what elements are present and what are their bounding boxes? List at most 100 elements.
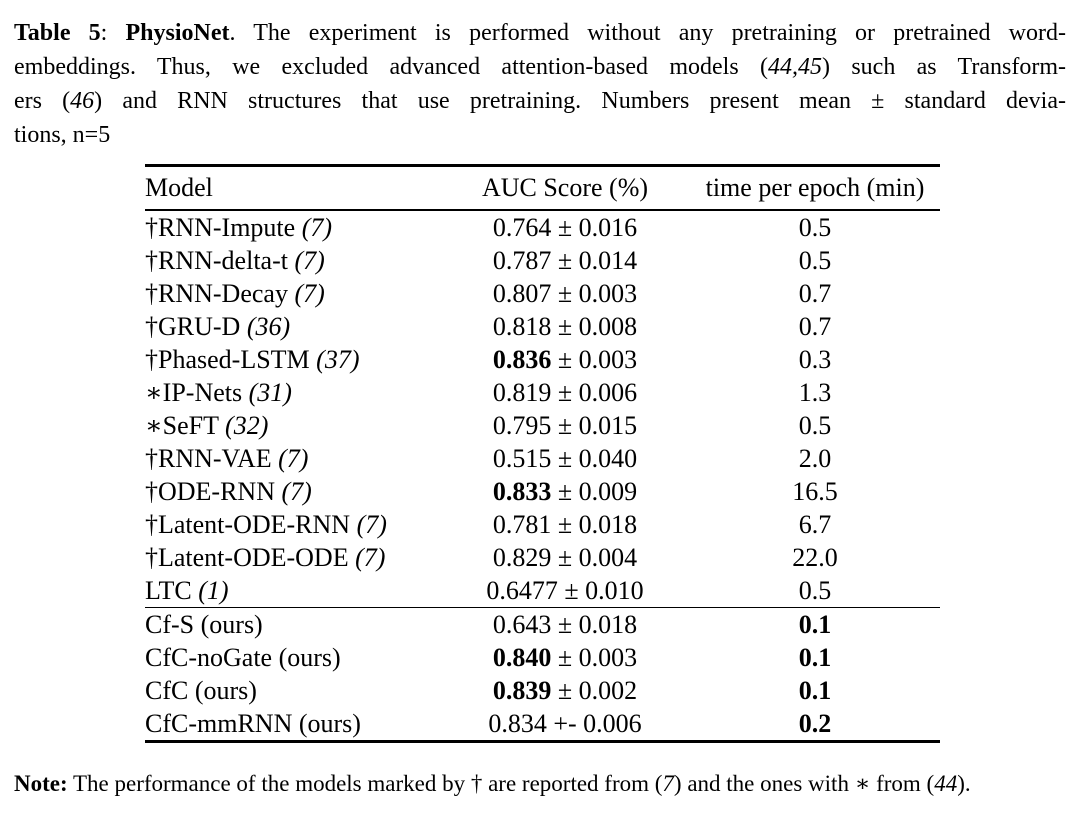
table-row: Cf-S (ours) 0.643 ± 0.018 0.1: [145, 607, 940, 641]
text-segment: The performance of the models marked by …: [67, 771, 663, 796]
auc-cell: 0.840 ± 0.003: [440, 641, 690, 674]
footnote: Note: The performance of the models mark…: [14, 769, 1066, 799]
model-name: RNN-VAE: [158, 443, 272, 473]
model-cell: ∗SeFT (32): [145, 409, 440, 442]
table-caption: Table 5: PhysioNet. The experiment is pe…: [14, 16, 1066, 152]
model-cell: †RNN-Decay (7): [145, 277, 440, 310]
table-row: †RNN-Decay (7) 0.807 ± 0.003 0.7: [145, 277, 940, 310]
auc-std: 0.015: [578, 410, 638, 440]
auc-std: 0.003: [578, 344, 638, 374]
auc-mean: 0.836: [492, 344, 552, 374]
table-row: CfC-noGate (ours) 0.840 ± 0.003 0.1: [145, 641, 940, 674]
time-value: 0.5: [798, 212, 832, 242]
time-cell: 0.2: [690, 707, 940, 742]
table-row: †RNN-delta-t (7) 0.787 ± 0.014 0.5: [145, 244, 940, 277]
model-name: RNN-delta-t: [158, 245, 288, 275]
text-segment: 44,45: [768, 54, 823, 80]
model-name: Latent-ODE-RNN: [158, 509, 351, 539]
time-cell: 0.5: [690, 244, 940, 277]
auc-cell: 0.834 +- 0.006: [440, 707, 690, 742]
marker-symbol: †: [145, 311, 158, 341]
model-ref: (7): [355, 542, 386, 572]
pm-sign: ±: [557, 212, 573, 242]
marker-symbol: †: [145, 509, 158, 539]
results-table-wrap: Model AUC Score (%) time per epoch (min)…: [145, 164, 940, 743]
auc-mean: 0.643: [492, 609, 552, 639]
model-ref: (37): [316, 344, 360, 374]
table-row: †Latent-ODE-RNN (7) 0.781 ± 0.018 6.7: [145, 508, 940, 541]
auc-mean: 0.764: [492, 212, 552, 242]
text-segment: ) and the ones with ∗ from (: [673, 771, 935, 796]
model-cell: †RNN-VAE (7): [145, 442, 440, 475]
marker-symbol: †: [145, 245, 158, 275]
text-segment: ers (: [14, 88, 71, 114]
auc-cell: 0.819 ± 0.006: [440, 376, 690, 409]
time-cell: 0.1: [690, 607, 940, 641]
auc-cell: 0.6477 ± 0.010: [440, 574, 690, 608]
text-segment: 44: [934, 771, 958, 796]
auc-cell: 0.807 ± 0.003: [440, 277, 690, 310]
auc-cell: 0.829 ± 0.004: [440, 541, 690, 574]
model-name: Latent-ODE-ODE: [158, 542, 349, 572]
model-ref: (ours): [298, 708, 361, 738]
model-cell: Cf-S (ours): [145, 607, 440, 641]
auc-cell: 0.795 ± 0.015: [440, 409, 690, 442]
pm-sign: ±: [564, 575, 579, 605]
auc-cell: 0.764 ± 0.016: [440, 210, 690, 244]
auc-cell: 0.781 ± 0.018: [440, 508, 690, 541]
table-row: †Phased-LSTM (37) 0.836 ± 0.003 0.3: [145, 343, 940, 376]
time-value: 0.7: [798, 278, 832, 308]
pm-sign: ±: [557, 311, 573, 341]
time-value: 6.7: [798, 509, 832, 539]
text-segment: PhysioNet: [125, 20, 230, 46]
time-value: 0.5: [798, 410, 832, 440]
text-segment: :: [100, 20, 126, 46]
time-value: 0.1: [798, 675, 832, 705]
pm-sign: ±: [557, 278, 573, 308]
table-row: CfC-mmRNN (ours) 0.834 +- 0.006 0.2: [145, 707, 940, 742]
auc-std: 0.018: [578, 509, 638, 539]
pm-sign: ±: [557, 476, 573, 506]
auc-std: 0.003: [578, 642, 638, 672]
model-ref: (36): [246, 311, 291, 341]
auc-mean: 0.787: [492, 245, 552, 275]
text-segment: . The experiment is performed without an…: [229, 20, 1066, 46]
auc-cell: 0.787 ± 0.014: [440, 244, 690, 277]
model-cell: CfC-noGate (ours): [145, 641, 440, 674]
pm-sign: ±: [557, 410, 573, 440]
table-row: CfC (ours) 0.839 ± 0.002 0.1: [145, 674, 940, 707]
text-segment: 46: [70, 88, 95, 114]
time-value: 0.5: [798, 575, 832, 605]
model-name: IP-Nets: [162, 377, 243, 407]
table-row: †GRU-D (36) 0.818 ± 0.008 0.7: [145, 310, 940, 343]
pm-sign: ±: [557, 642, 573, 672]
model-name: CfC-mmRNN: [145, 708, 293, 738]
time-value: 16.5: [792, 476, 838, 506]
pm-sign: ±: [557, 443, 573, 473]
model-ref: (7): [294, 245, 325, 275]
auc-std: 0.040: [578, 443, 638, 473]
col-header-model: Model: [145, 165, 440, 211]
time-cell: 1.3: [690, 376, 940, 409]
caption-line: Table 5: PhysioNet. The experiment is pe…: [14, 16, 1066, 50]
model-name: SeFT: [162, 410, 219, 440]
auc-std: 0.009: [578, 476, 638, 506]
time-cell: 22.0: [690, 541, 940, 574]
time-cell: 6.7: [690, 508, 940, 541]
model-name: RNN-Decay: [158, 278, 288, 308]
model-ref: (7): [278, 443, 309, 473]
model-ref: (7): [281, 476, 312, 506]
model-cell: †GRU-D (36): [145, 310, 440, 343]
time-value: 2.0: [798, 443, 832, 473]
text-segment: Table 5: [14, 20, 101, 46]
pm-sign: +-: [553, 708, 577, 738]
marker-symbol: †: [145, 212, 158, 242]
pm-sign: ±: [557, 377, 573, 407]
time-cell: 2.0: [690, 442, 940, 475]
model-cell: †RNN-Impute (7): [145, 210, 440, 244]
model-cell: †Latent-ODE-RNN (7): [145, 508, 440, 541]
auc-cell: 0.818 ± 0.008: [440, 310, 690, 343]
auc-cell: 0.836 ± 0.003: [440, 343, 690, 376]
caption-line: tions, n=5: [14, 118, 1066, 152]
